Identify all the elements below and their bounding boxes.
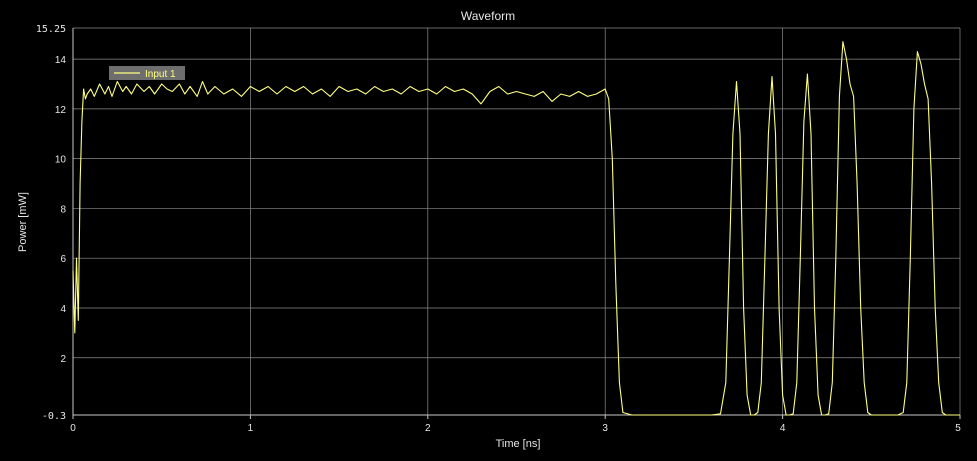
series-lines: [72, 41, 960, 416]
legend[interactable]: Input 1: [109, 66, 185, 80]
chart-title: Waveform: [461, 9, 515, 23]
x-tick-label: 5: [955, 423, 961, 434]
y-tick-label: 10: [55, 155, 67, 166]
y-tick-label: 14: [55, 55, 67, 66]
x-axis-label: Time [ns]: [496, 438, 541, 450]
y-tick-label: 4: [60, 304, 66, 315]
legend-box: [109, 66, 185, 80]
y-axis-label: Power [mW]: [17, 192, 29, 252]
x-tick-label: 4: [780, 423, 786, 434]
legend-label: Input 1: [145, 69, 176, 80]
axes: [72, 28, 961, 419]
y-tick-label: -0.3: [42, 411, 66, 422]
y-tick-label: 6: [60, 254, 66, 265]
x-tick-label: 1: [248, 423, 254, 434]
series-line-input-1: [72, 41, 960, 416]
y-tick-label: 12: [55, 105, 67, 116]
x-tick-label: 2: [425, 423, 431, 434]
y-tick-label: 15.25: [36, 24, 66, 35]
y-tick-label: 2: [60, 354, 66, 365]
y-tick-label: 8: [60, 204, 66, 215]
x-tick-label: 3: [602, 423, 608, 434]
x-tick-label: 0: [70, 423, 76, 434]
